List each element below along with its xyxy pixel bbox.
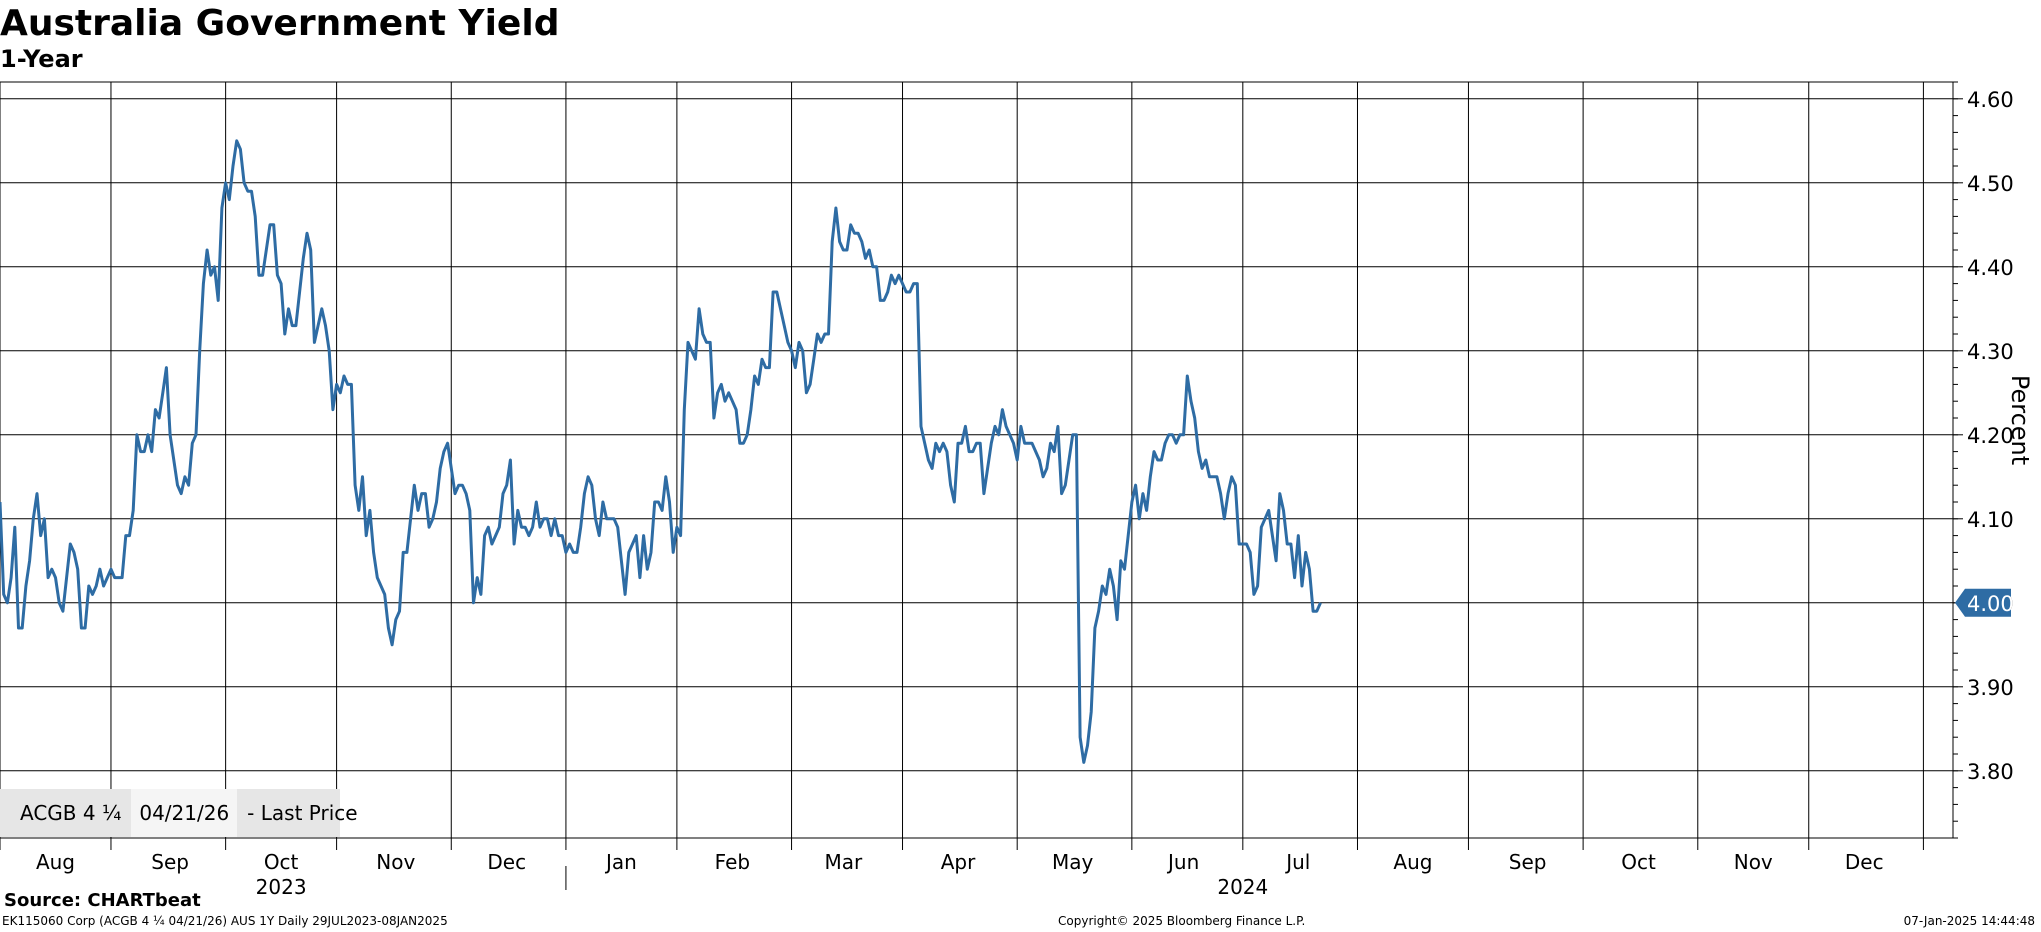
x-month-label: Sep (1509, 850, 1547, 874)
page-title: Australia Government Yield (0, 3, 560, 44)
y-tick-label: 3.90 (1967, 676, 2014, 700)
legend-ticker: ACGB 4 ¼ (20, 801, 122, 825)
legend-maturity: 04/21/26 (131, 789, 238, 837)
last-price-badge-group: 4.00 (1955, 588, 2014, 617)
last-price-label: 4.00 (1967, 592, 2014, 616)
page-subtitle: 1-Year (0, 45, 83, 73)
y-tick-label: 4.30 (1967, 340, 2014, 364)
y-tick-label: 4.10 (1967, 508, 2014, 532)
x-month-label: Dec (487, 850, 526, 874)
legend: ACGB 4 ¼ 04/21/26 - Last Price (0, 789, 358, 837)
x-axis: Aug Sep Oct Nov Dec Jan Feb Mar Apr May Jun Jul Aug S… (0, 838, 1924, 899)
y-tick-label: 4.60 (1967, 88, 2014, 112)
legend-field: - Last Price (247, 801, 358, 825)
x-month-label: Mar (824, 850, 863, 874)
y-tick-label: 4.50 (1967, 172, 2014, 196)
x-month-label: Nov (1734, 850, 1773, 874)
footer-copyright: Copyright© 2025 Bloomberg Finance L.P. (1058, 914, 1306, 928)
x-month-label: Dec (1845, 850, 1884, 874)
x-month-label: Jun (1166, 850, 1199, 874)
plot-frame (0, 81, 1954, 839)
footer-source: Source: CHARTbeat (4, 890, 201, 911)
x-month-label: Aug (1393, 850, 1432, 874)
chart-series (0, 139, 1322, 764)
x-month-label: Jan (604, 850, 637, 874)
y-axis-label: Percent (2006, 375, 2034, 465)
footer-timestamp: 07-Jan-2025 14:44:48 (1903, 914, 2035, 928)
y-tick-label: 3.80 (1967, 760, 2014, 784)
chart-grid (0, 81, 1954, 839)
x-month-label: Oct (264, 850, 299, 874)
x-month-label: Nov (376, 850, 415, 874)
x-month-label: Feb (715, 850, 750, 874)
last-price-badge (1955, 588, 2011, 617)
y-axis: 3.80 3.90 4.00 4.10 4.20 4.30 4.40 4.50 4.60 Perc… (1953, 81, 2034, 839)
yield-series-line (0, 139, 1322, 764)
x-month-label: Sep (151, 850, 189, 874)
x-year-label: 2024 (1217, 875, 1268, 899)
x-month-label: Aug (36, 850, 75, 874)
footer-security: EK115060 Corp (ACGB 4 ¼ 04/21/26) AUS 1Y… (2, 914, 448, 928)
x-month-label: Oct (1621, 850, 1656, 874)
x-month-label: Apr (941, 850, 976, 874)
y-tick-label: 4.20 (1967, 424, 2014, 448)
x-month-label: Jul (1284, 850, 1310, 874)
x-year-label: 2023 (256, 875, 307, 899)
x-month-label: May (1052, 850, 1094, 874)
y-tick-label: 4.40 (1967, 256, 2014, 280)
